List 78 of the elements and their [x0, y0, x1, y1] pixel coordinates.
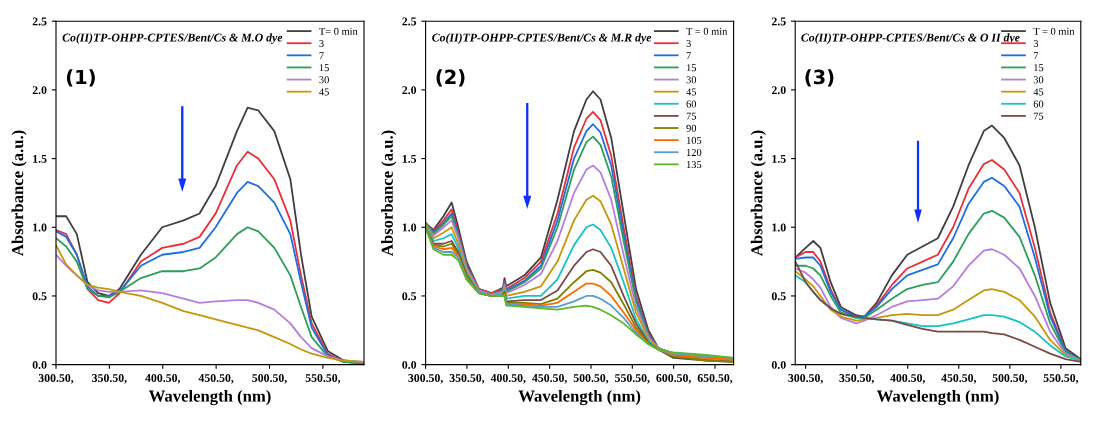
- legend-label: 105: [686, 136, 702, 144]
- x-tick-label: 550.50,: [615, 374, 650, 384]
- legend-label: T= 0 min: [319, 27, 358, 35]
- x-tick-label: 350.50,: [92, 374, 127, 384]
- x-tick-label: 400.50,: [890, 374, 925, 384]
- legend-label: 30: [319, 76, 329, 84]
- annotation: (2): [436, 69, 465, 87]
- legend-label: T = 0 min: [686, 27, 728, 35]
- legend-label: 90: [686, 124, 697, 132]
- legend-label: 75: [686, 112, 697, 120]
- x-tick-label: 450.50,: [532, 374, 567, 384]
- y-tick-label: 0.5: [771, 292, 786, 301]
- x-tick-label: 300.50,: [38, 374, 74, 384]
- legend-label: 30: [686, 76, 697, 84]
- legend-label: 120: [686, 148, 702, 156]
- x-tick-label: 550.50,: [305, 374, 341, 384]
- x-tick-label: 350.50,: [449, 374, 485, 384]
- x-tick-label: 450.50,: [198, 374, 234, 384]
- x-tick-label: 500.50,: [573, 374, 609, 384]
- y-tick-label: 2.5: [32, 17, 47, 26]
- legend-label: 30: [1033, 76, 1044, 84]
- annotation: (3): [805, 69, 834, 87]
- text: Co(II)TP-OHPP-CPTES/Bent/Cs & M.O dye: [62, 33, 283, 44]
- x-tick-label: 500.50,: [992, 374, 1028, 384]
- y-tick-label: 0.0: [402, 360, 417, 369]
- x-tick-label: 650.50,: [697, 374, 733, 384]
- y-tick-label: 2.0: [32, 86, 47, 95]
- y-tick-label: 1.0: [772, 223, 786, 232]
- y-axis-title: Absorbance (a.u.): [750, 130, 766, 256]
- text: Co(II)TP-OHPP-CPTES/Bent/Cs & M.R dye: [432, 33, 652, 44]
- legend-label: 60: [686, 100, 697, 108]
- legend-label: 75: [1033, 112, 1044, 120]
- x-tick-label: 300.50,: [408, 374, 443, 384]
- line-series: [795, 124, 1081, 361]
- y-tick-label: 1.0: [402, 223, 417, 232]
- text: Co(II)TP-OHPP-CPTES/Bent/Cs & O II dye: [801, 33, 1020, 44]
- x-axis-title: Wavelength (nm): [518, 389, 641, 406]
- legend-label: 7: [686, 52, 691, 59]
- x-axis-title: Wavelength (nm): [148, 389, 271, 406]
- y-tick-label: 0.0: [771, 360, 786, 369]
- y-tick-label: 1.5: [33, 154, 47, 163]
- legend-label: 15: [1034, 64, 1044, 72]
- line-series: [425, 194, 734, 362]
- y-tick-label: 1.0: [33, 223, 47, 232]
- y-tick-label: 2.0: [771, 86, 786, 95]
- legend-label: 15: [319, 64, 329, 72]
- x-tick-label: 400.50,: [490, 374, 526, 384]
- x-tick-label: 500.50,: [252, 374, 287, 384]
- legend-label: 3: [1033, 39, 1039, 47]
- x-tick-label: 350.50,: [839, 374, 874, 384]
- y-tick-label: 1.5: [402, 154, 417, 163]
- x-tick-label: 300.50,: [788, 374, 823, 384]
- legend-label: 45: [319, 88, 329, 96]
- legend-label: 7: [319, 52, 324, 59]
- legend-label: 45: [1033, 88, 1044, 96]
- y-tick-label: 1.5: [772, 154, 786, 163]
- legend-label: T = 0 min: [1033, 27, 1075, 35]
- legend-label: 135: [686, 161, 702, 169]
- x-tick-label: 550.50,: [1043, 374, 1079, 384]
- legend-label: 7: [1033, 52, 1039, 59]
- y-tick-label: 2.5: [771, 17, 786, 26]
- y-tick-label: 0.5: [402, 292, 417, 301]
- x-tick-label: 450.50,: [941, 374, 977, 384]
- legend-label: 3: [686, 39, 691, 47]
- y-tick-label: 0.5: [32, 292, 47, 301]
- y-axis-title: Absorbance (a.u.): [11, 130, 27, 256]
- y-tick-label: 0.0: [32, 360, 47, 369]
- legend-label: 15: [686, 64, 697, 72]
- y-axis-title: Absorbance (a.u.): [381, 130, 397, 256]
- legend-label: 60: [1033, 100, 1044, 108]
- y-tick-label: 2.5: [402, 17, 417, 26]
- annotation: (1): [66, 69, 95, 87]
- x-axis-title: Wavelength (nm): [876, 389, 999, 406]
- legend-label: 3: [319, 39, 324, 47]
- legend-label: 45: [686, 88, 697, 96]
- x-tick-label: 400.50,: [145, 374, 181, 384]
- y-tick-label: 2.0: [402, 86, 417, 95]
- x-tick-label: 600.50,: [656, 374, 691, 384]
